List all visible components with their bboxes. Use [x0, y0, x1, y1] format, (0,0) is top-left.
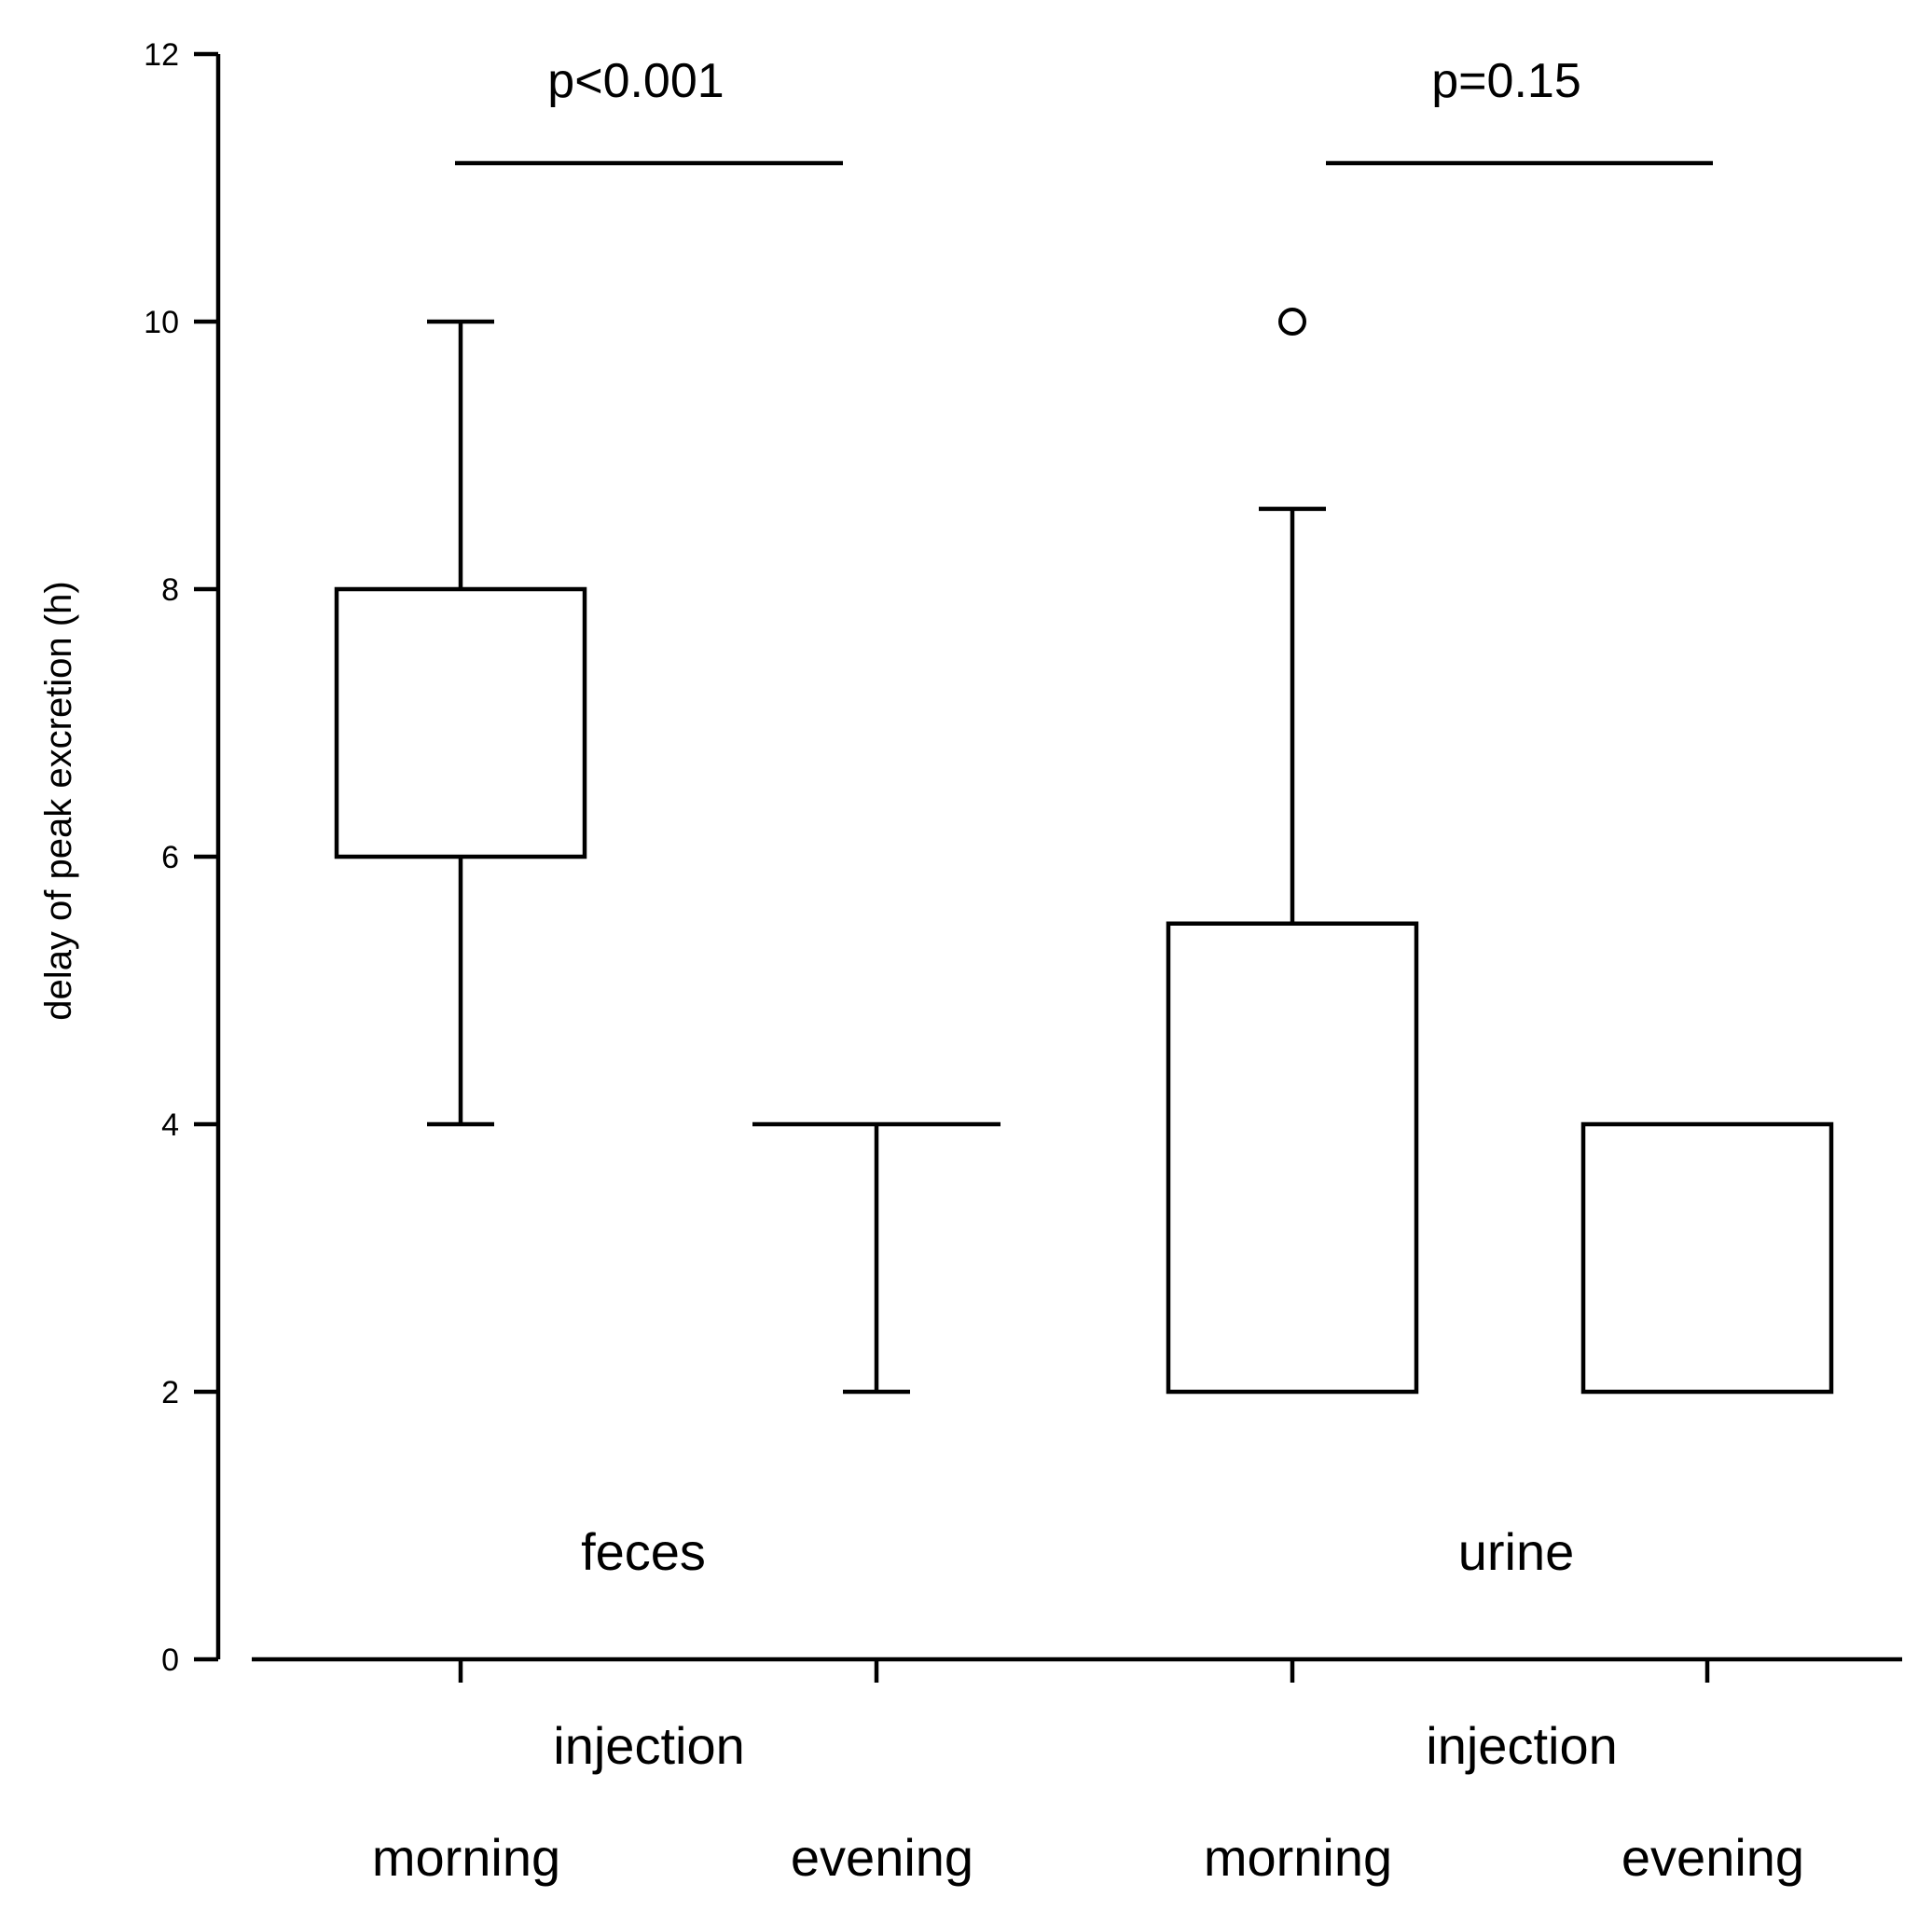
boxes — [334, 308, 1834, 1395]
box-iqr — [334, 586, 587, 859]
injection-label: injection — [553, 1716, 744, 1775]
group-label-feces: feces — [581, 1522, 706, 1581]
category-labels: morning evening feces injection morning eveni… — [372, 1522, 1804, 1887]
y-tick-label: 12 — [144, 37, 179, 73]
box-feces-morning — [334, 319, 587, 1127]
significance-annotations: p<0.001 p=0.15 — [455, 54, 1713, 166]
box-iqr — [1166, 921, 1419, 1395]
y-tick-label: 0 — [161, 1643, 179, 1678]
box-iqr — [1580, 1121, 1834, 1395]
y-tick-label: 8 — [161, 572, 179, 608]
group-label-urine: urine — [1458, 1522, 1575, 1581]
category-label-evening: evening — [1622, 1828, 1804, 1887]
box-urine-evening — [1580, 1121, 1834, 1395]
y-tick-label: 6 — [161, 840, 179, 875]
y-ticks: 0 2 4 6 8 10 12 — [144, 37, 218, 1678]
y-tick-label: 4 — [161, 1107, 179, 1143]
y-tick-label: 10 — [144, 305, 179, 340]
p-value-label: p<0.001 — [547, 54, 724, 108]
y-axis-label: delay of peak excretion (h) — [38, 581, 79, 1020]
box-urine-morning — [1166, 308, 1419, 1395]
injection-label: injection — [1426, 1716, 1617, 1775]
category-label-evening: evening — [791, 1828, 973, 1887]
category-label-morning: morning — [1204, 1828, 1392, 1887]
outlier-point — [1278, 308, 1306, 336]
category-label-morning: morning — [372, 1828, 560, 1887]
p-value-label: p=0.15 — [1431, 54, 1581, 108]
box-feces-evening — [752, 1121, 1000, 1395]
y-tick-label: 2 — [161, 1375, 179, 1410]
